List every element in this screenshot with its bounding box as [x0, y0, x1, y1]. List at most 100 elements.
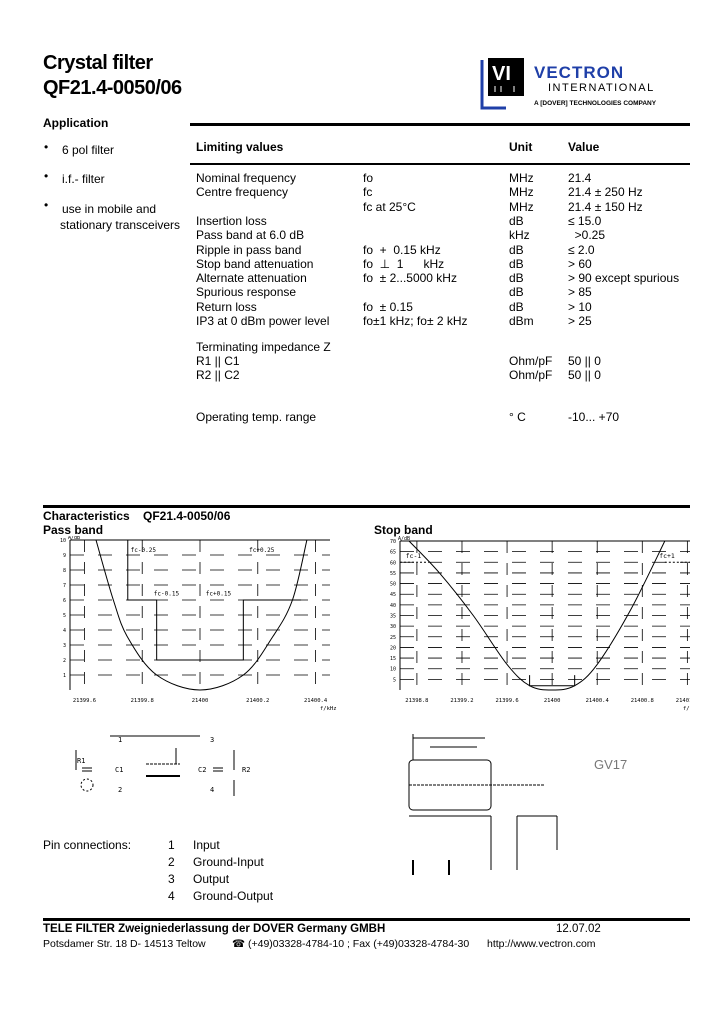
passband-chart: 10 9 8 7 6 5 4 3 2 1 21399.6 21399.8 21400 21400.2 214… — [60, 536, 337, 711]
cond: fc at 25°C — [363, 199, 416, 214]
value: ≤ 15.0 — [568, 213, 602, 228]
y-tick-label: 15 — [390, 656, 396, 662]
unit: MHz — [509, 171, 534, 185]
divider — [190, 163, 690, 165]
y-tick-label: 10 — [60, 538, 66, 544]
cond: fo ± 2...5000 kHz — [363, 271, 457, 286]
cond: fo — [363, 171, 374, 185]
cond: fc — [363, 185, 373, 200]
table-row: Centre frequency fc MHz 21.4 ± 250 Hz — [196, 185, 696, 199]
value: 21.4 ± 150 Hz — [568, 199, 643, 214]
pin-num: 4 — [168, 889, 175, 903]
label-pin1: 1 — [118, 736, 122, 744]
unit: MHz — [509, 185, 534, 200]
vectron-logo-graphic: VI VECTRON INTERNATIONAL A [DOVER] TECHN… — [480, 58, 657, 110]
unit: dB — [509, 299, 524, 314]
x-tick-label: 21401.2 — [676, 698, 690, 704]
table-row: Alternate attenuation fo ± 2...5000 kHz dB… — [196, 271, 696, 285]
title-line2: QF21.4-0050/06 — [43, 77, 182, 99]
x-tick-label: 21399.2 — [450, 698, 473, 704]
annotation: fc-0.15 — [154, 591, 180, 598]
label-pin3: 3 — [210, 736, 214, 744]
application-heading: Application — [43, 116, 109, 130]
label-pin4: 4 — [210, 786, 214, 794]
value: > 60 — [568, 256, 592, 271]
y-tick-label: 6 — [63, 598, 66, 604]
y-tick-label: 4 — [63, 628, 66, 634]
annotation: fc+0.25 — [249, 547, 275, 554]
unit: dB — [509, 271, 524, 286]
divider — [190, 123, 690, 126]
divider — [43, 505, 690, 508]
pin-num: 2 — [168, 855, 175, 869]
footer-web-link[interactable]: http://www.vectron.com — [487, 938, 596, 950]
limits-header-unit: Unit — [509, 140, 533, 154]
unit: ° C — [509, 410, 526, 424]
application-item: stationary transceivers — [60, 218, 181, 232]
pin-name: Output — [193, 872, 230, 886]
characteristics-heading: Characteristics — [43, 509, 130, 523]
y-tick-label: 50 — [390, 582, 396, 588]
x-axis-label: f/kHz — [320, 706, 337, 711]
y-tick-label: 8 — [63, 568, 66, 574]
param: R1 || C1 — [196, 354, 240, 368]
param: R2 || C2 — [196, 368, 240, 382]
y-tick-label: 70 — [390, 539, 396, 545]
circuit-diagram: R1 C1 C2 R2 1 2 3 4 — [75, 735, 250, 796]
application-item: i.f.- filter — [62, 172, 105, 186]
pin-num: 3 — [168, 872, 175, 886]
annotation: fc+0.15 — [206, 591, 232, 598]
y-tick-label: 9 — [63, 553, 66, 559]
param: IP3 at 0 dBm power level — [196, 314, 330, 328]
tolerance-mask — [529, 675, 576, 687]
x-tick-label: 21400.4 — [586, 698, 610, 704]
bullet-icon: • — [44, 169, 49, 183]
value: >0.25 — [568, 228, 606, 243]
y-tick-label: 55 — [390, 571, 396, 577]
y-tick-label: 25 — [390, 635, 396, 641]
value: > 90 except spurious — [568, 271, 680, 286]
y-axis-label: A/dB — [398, 536, 410, 542]
x-tick-label: 21398.8 — [405, 698, 428, 704]
y-tick-label: 2 — [63, 658, 66, 664]
table-row: Ripple in pass band fo + 0.15 kHz dB ≤ 2.0 — [196, 243, 696, 257]
response-curve — [408, 540, 666, 691]
application-item: 6 pol filter — [62, 143, 115, 157]
param: Pass band at 6.0 dB — [196, 228, 305, 243]
unit: dB — [509, 242, 524, 257]
annotation: fc+1 — [659, 552, 675, 560]
y-tick-label: 5 — [393, 677, 396, 683]
param: Spurious response — [196, 285, 297, 300]
value: > 85 — [568, 285, 592, 300]
table-row: Return loss fo ± 0.15 dB > 10 — [196, 300, 696, 314]
annotation: fc-1 — [406, 552, 422, 560]
annotation: fc-0.25 — [131, 547, 157, 554]
title-line1: Crystal filter — [43, 52, 153, 74]
table-row: Stop band attenuation fo ⊥ 1 kHz dB > 60 — [196, 257, 696, 271]
table-row: IP3 at 0 dBm power level fo±1 kHz; fo± 2 … — [196, 314, 696, 328]
value: ≤ 2.0 — [568, 242, 595, 257]
pins-heading: Pin connections: — [43, 838, 132, 852]
table-row: Spurious response dB > 85 — [196, 285, 696, 299]
y-tick-label: 65 — [390, 550, 396, 556]
y-tick-label: 10 — [390, 667, 396, 673]
unit: MHz — [509, 199, 534, 214]
cond: fo±1 kHz; fo± 2 kHz — [363, 314, 468, 328]
y-tick-label: 5 — [63, 613, 66, 619]
param: Alternate attenuation — [196, 271, 307, 286]
pin-name: Ground-Output — [193, 889, 274, 903]
table-row: Nominal frequency fo MHz 21.4 — [196, 171, 696, 185]
value: > 25 — [568, 314, 592, 328]
y-tick-label: 60 — [390, 560, 396, 566]
cond: fo ± 0.15 — [363, 299, 413, 314]
bullet-icon: • — [44, 140, 49, 154]
svg-text:A [DOVER] TECHNOLOGIES COMPANY: A [DOVER] TECHNOLOGIES COMPANY — [534, 100, 657, 107]
cond: fo ⊥ 1 kHz — [363, 256, 445, 271]
table-row: Pass band at 6.0 dB kHz >0.25 — [196, 228, 696, 242]
unit: dB — [509, 285, 524, 300]
unit: dB — [509, 256, 524, 271]
table-row: R2 || C2 Ohm/pF 50 || 0 — [196, 368, 696, 382]
x-axis-label: f/kHz — [683, 706, 690, 711]
tolerance-mask — [127, 540, 302, 661]
